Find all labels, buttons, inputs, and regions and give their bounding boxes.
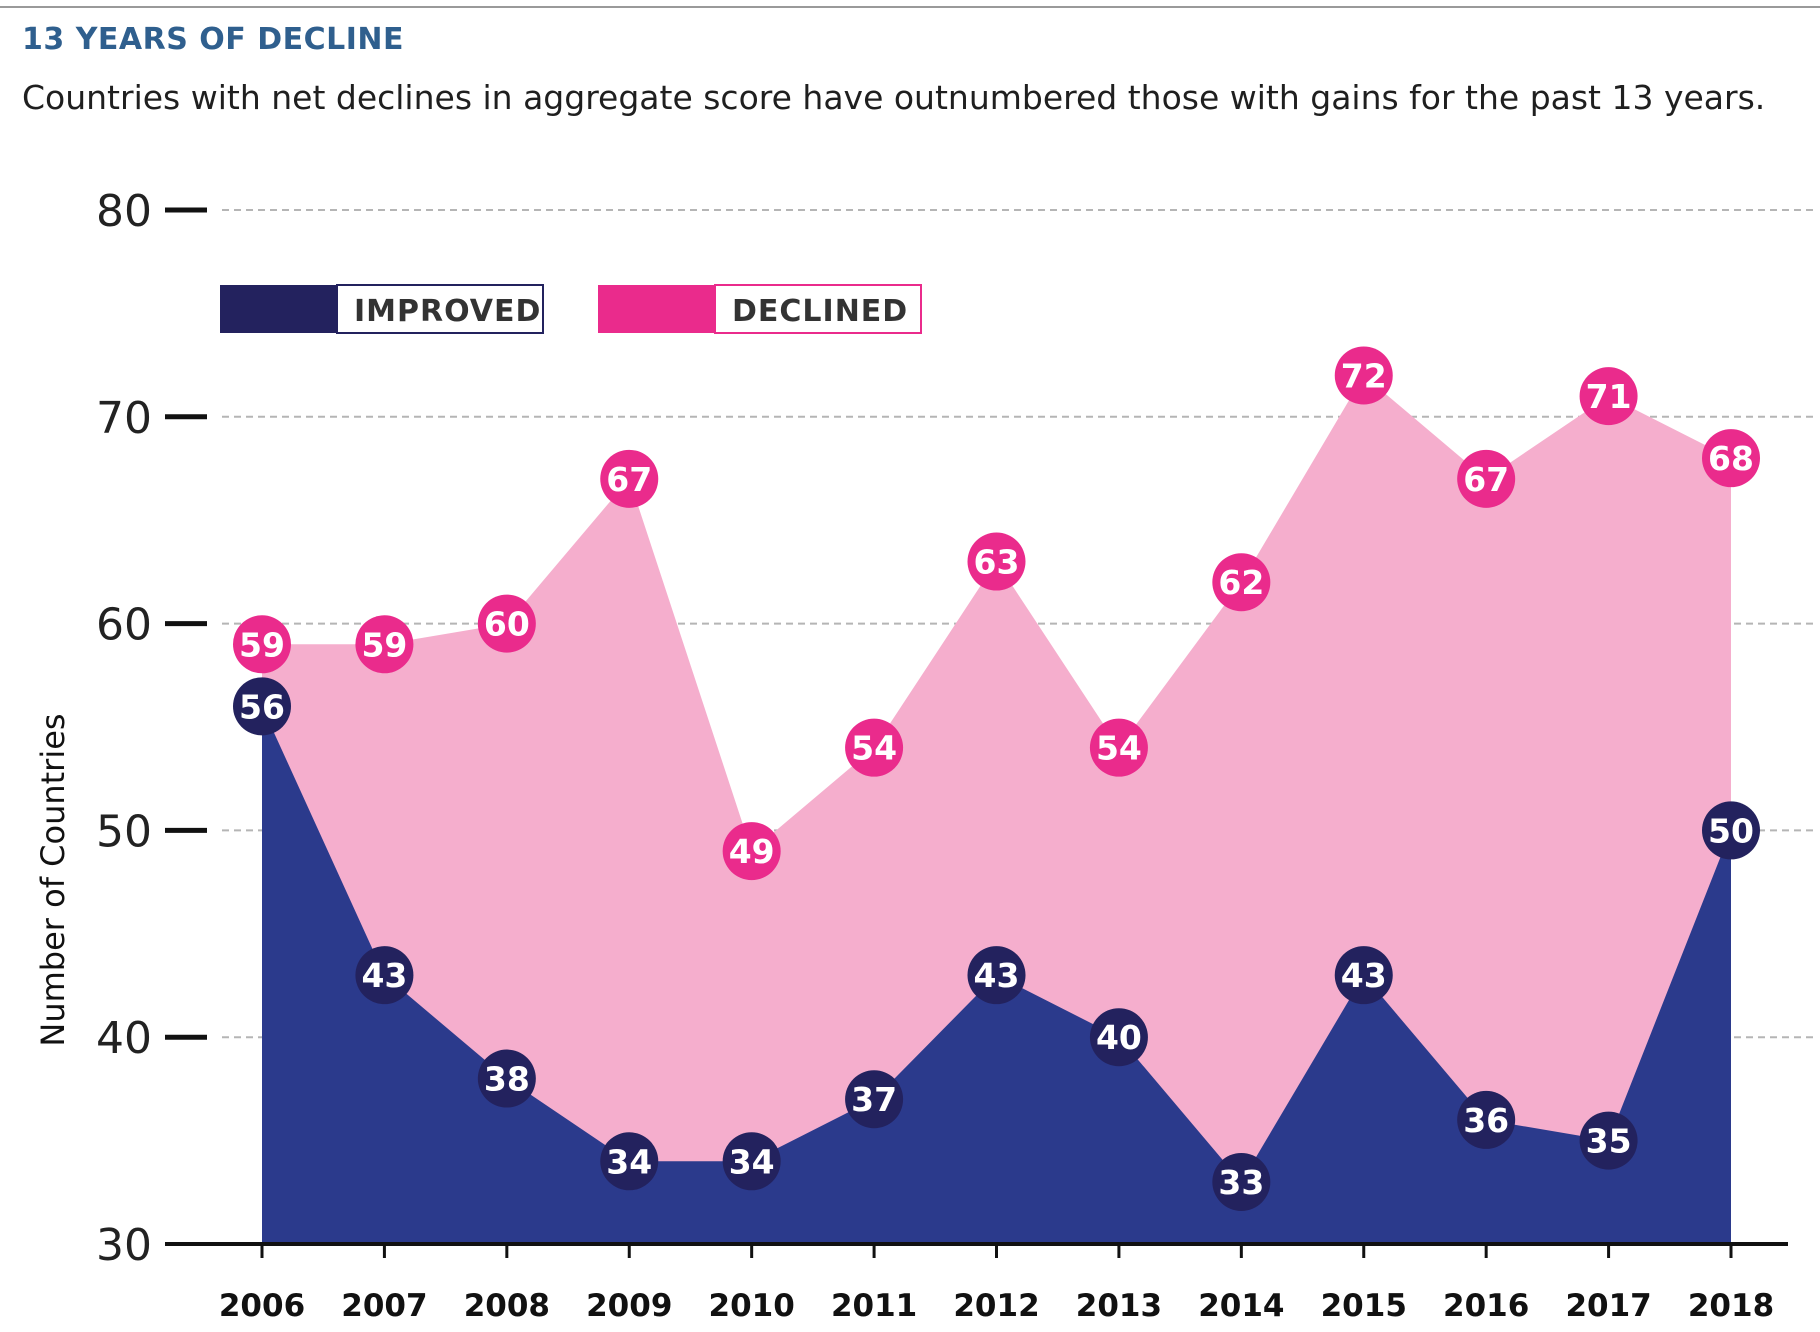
declined-marker-2009 [600, 449, 659, 508]
improved-label-2008: 38 [484, 1060, 530, 1099]
declined-marker-2018 [1702, 429, 1760, 488]
chart-title: 13 YEARS OF DECLINE [22, 22, 405, 57]
x-tick-label-2013: 2013 [1076, 1288, 1162, 1324]
chart-subtitle: Countries with net declines in aggregate… [22, 78, 1766, 117]
y-tick-label-30: 30 [96, 1220, 152, 1271]
improved-label-2011: 37 [851, 1080, 897, 1119]
declined-marker-2014 [1212, 553, 1271, 612]
improved-label-2007: 43 [361, 956, 407, 995]
axis-layer: 30 40 50 60 70 80 2006 2007 2008 2009 2010 2011 2012… [96, 186, 1788, 1324]
declined-label-2013: 54 [1096, 729, 1142, 768]
y-axis-label: Number of Countries [34, 713, 72, 1046]
declined-label-2018: 68 [1708, 439, 1754, 478]
declined-marker-2011 [845, 718, 904, 777]
improved-marker-2017 [1579, 1111, 1638, 1170]
legend-box-declined [714, 284, 922, 334]
improved-label-2012: 43 [974, 956, 1020, 995]
x-tick-label-2010: 2010 [709, 1288, 795, 1324]
legend-box-improved [336, 284, 544, 334]
declined-label-2009: 67 [606, 460, 652, 499]
improved-label-2016: 36 [1463, 1101, 1509, 1140]
x-tick-label-2014: 2014 [1198, 1288, 1284, 1324]
declined-marker-2017 [1579, 367, 1638, 426]
y-tick-label-80: 80 [96, 186, 152, 237]
improved-label-2010: 34 [729, 1142, 775, 1181]
declined-marker-2013 [1089, 718, 1148, 777]
legend-swatch-improved [220, 285, 337, 333]
declined-marker-2007 [355, 615, 414, 674]
improved-marker-2018 [1702, 801, 1760, 860]
legend-label-declined: DECLINED [732, 294, 908, 329]
improved-label-2009: 34 [606, 1142, 652, 1181]
y-tick-label-70: 70 [96, 393, 152, 444]
declined-marker-2008 [477, 594, 536, 653]
y-tick-label-50: 50 [96, 806, 152, 857]
x-tick-label-2017: 2017 [1565, 1288, 1651, 1324]
improved-marker-2006 [233, 677, 291, 736]
declined-label-2006: 59 [239, 625, 285, 664]
x-tick-label-2012: 2012 [953, 1288, 1039, 1324]
x-tick-label-2018: 2018 [1688, 1288, 1774, 1324]
declined-label-2014: 62 [1218, 563, 1264, 602]
x-tick-label-2007: 2007 [341, 1288, 427, 1324]
x-tick-label-2009: 2009 [586, 1288, 672, 1324]
improved-marker-2011 [845, 1070, 904, 1129]
improved-label-2006: 56 [239, 687, 285, 726]
declined-marker-2016 [1457, 449, 1516, 508]
improved-label-2015: 43 [1341, 956, 1387, 995]
y-tick-label-60: 60 [96, 600, 152, 651]
improved-marker-2009 [600, 1132, 659, 1191]
legend: IMPROVED DECLINED [220, 284, 922, 334]
declined-label-2011: 54 [851, 729, 897, 768]
improved-label-2014: 33 [1218, 1163, 1264, 1202]
declined-label-2007: 59 [361, 625, 407, 664]
declined-label-2016: 67 [1463, 460, 1509, 499]
marker-layer: 59 59 60 67 49 54 63 54 62 72 67 71 68 56 43 38 34 34 37 43… [233, 346, 1760, 1211]
improved-marker-2015 [1334, 946, 1393, 1005]
x-tick-label-2006: 2006 [219, 1288, 305, 1324]
improved-marker-2007 [355, 946, 414, 1005]
declined-label-2015: 72 [1341, 356, 1387, 395]
declined-label-2017: 71 [1586, 377, 1632, 416]
top-rule [0, 6, 1820, 8]
declined-marker-2015 [1334, 346, 1393, 405]
declined-label-2010: 49 [729, 832, 775, 871]
improved-label-2013: 40 [1096, 1018, 1142, 1057]
improved-marker-2014 [1212, 1152, 1271, 1211]
improved-marker-2010 [722, 1132, 781, 1191]
declined-marker-2012 [967, 532, 1026, 591]
y-tick-label-40: 40 [96, 1013, 152, 1064]
x-tick-label-2015: 2015 [1321, 1288, 1407, 1324]
improved-marker-2016 [1457, 1090, 1516, 1149]
declined-marker-2006 [233, 615, 291, 674]
declined-label-2008: 60 [484, 605, 530, 644]
legend-swatch-declined [598, 285, 715, 333]
x-tick-label-2016: 2016 [1443, 1288, 1529, 1324]
improved-marker-2008 [477, 1049, 536, 1108]
declined-marker-2010 [722, 822, 781, 881]
improved-label-2017: 35 [1586, 1122, 1632, 1161]
declined-label-2012: 63 [974, 543, 1020, 582]
x-tick-label-2008: 2008 [464, 1288, 550, 1324]
x-tick-label-2011: 2011 [831, 1288, 917, 1324]
improved-marker-2012 [967, 946, 1026, 1005]
improved-label-2018: 50 [1708, 811, 1754, 850]
improved-marker-2013 [1089, 1008, 1148, 1067]
legend-label-improved: IMPROVED [354, 294, 541, 329]
